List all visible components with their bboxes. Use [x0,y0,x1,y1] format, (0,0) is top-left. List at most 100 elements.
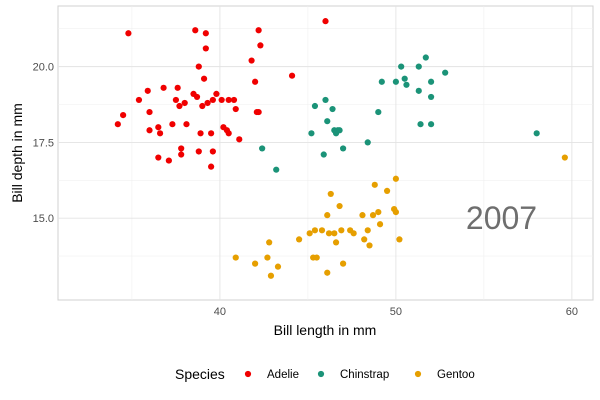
data-point-chinstrap [401,75,408,82]
data-point-adelie [195,148,202,155]
data-point-adelie [197,130,204,137]
data-point-chinstrap [415,87,422,94]
data-point-adelie [144,87,151,94]
data-point-gentoo [327,190,334,198]
legend-swatch-gentoo [414,370,422,378]
data-point-adelie [257,42,264,49]
data-point-adelie [146,127,153,134]
data-point-adelie [195,63,202,70]
legend: Species Adelie Chinstrap Gentoo [175,366,475,382]
legend-label-adelie: Adelie [267,369,299,381]
data-point-chinstrap [392,78,399,85]
data-point-adelie [202,45,209,52]
data-point-chinstrap [422,54,429,61]
data-point-chinstrap [442,69,449,76]
data-point-gentoo [375,209,382,216]
data-point-adelie [160,84,167,91]
legend-label-gentoo: Gentoo [437,369,475,381]
data-point-gentoo [336,202,343,210]
data-point-adelie [230,96,238,104]
x-tick-label: 50 [390,306,402,318]
data-point-gentoo [339,260,347,267]
data-point-chinstrap [308,130,315,137]
data-point-gentoo [396,236,403,243]
data-point-adelie [200,75,208,82]
data-point-adelie [232,105,239,113]
data-point-adelie [178,151,185,158]
data-point-chinstrap [378,78,385,85]
data-point-adelie [193,93,201,101]
data-point-chinstrap [329,105,336,113]
data-point-gentoo [369,212,377,219]
data-point-gentoo [366,242,373,249]
data-point-gentoo [318,227,326,234]
data-point-chinstrap [427,93,435,101]
data-point-adelie [120,112,127,119]
data-point-gentoo [331,230,338,237]
data-point-chinstrap [324,118,331,125]
data-point-gentoo [338,227,345,234]
data-points [114,18,568,279]
data-point-chinstrap [403,81,410,88]
data-point-adelie [135,96,143,104]
data-point-adelie [252,78,259,85]
data-point-gentoo [252,260,259,267]
data-point-gentoo [383,187,391,194]
data-point-chinstrap [364,139,371,146]
data-point-gentoo [361,236,368,243]
data-point-gentoo [561,154,568,161]
data-point-gentoo [266,239,273,246]
data-point-chinstrap [273,166,280,173]
data-point-gentoo [332,239,340,246]
data-point-adelie [248,57,255,64]
y-tick-label: 20.0 [33,62,54,74]
data-point-gentoo [371,181,378,188]
major-gridlines [58,6,593,300]
data-point-adelie [183,121,190,128]
data-point-adelie [199,102,206,110]
legend-label-chinstrap: Chinstrap [340,369,389,381]
data-point-gentoo [392,209,399,216]
data-point-gentoo [306,230,313,237]
data-point-chinstrap [417,121,424,128]
legend-swatch-adelie [244,370,252,378]
data-point-chinstrap [259,145,266,152]
data-point-gentoo [313,254,320,261]
data-point-gentoo [324,212,331,219]
data-point-gentoo [392,175,399,182]
y-tick-label: 15.0 [33,213,54,225]
data-point-adelie [204,99,211,107]
x-tick-label: 60 [566,306,578,318]
data-point-adelie [288,72,296,79]
data-point-gentoo [376,221,384,228]
data-point-adelie [181,99,188,107]
data-point-adelie [202,30,209,37]
data-point-chinstrap [322,96,329,104]
minor-gridlines [58,6,593,300]
y-axis-title: Bill depth in mm [9,103,25,203]
data-point-adelie [155,154,162,161]
data-point-chinstrap [311,102,319,110]
legend-swatch-chinstrap [317,370,325,378]
data-point-gentoo [350,230,357,237]
data-point-adelie [208,130,215,137]
data-point-adelie [156,130,164,137]
data-point-adelie [114,121,121,128]
data-point-gentoo [311,227,319,234]
data-point-adelie [176,102,183,110]
data-point-adelie [172,96,180,104]
data-point-adelie [208,163,215,170]
x-axis-ticks: 40 50 60 [214,306,578,318]
data-point-chinstrap [533,130,540,137]
data-point-adelie [146,108,153,116]
y-axis-ticks: 15.0 17.5 20.0 [33,62,54,226]
data-point-adelie [225,130,232,137]
data-point-chinstrap [339,145,347,152]
data-point-gentoo [264,254,271,261]
data-point-chinstrap [375,108,382,116]
data-point-gentoo [364,227,371,234]
data-point-adelie [255,27,262,34]
data-point-adelie [255,108,262,116]
x-tick-label: 40 [214,306,226,318]
data-point-chinstrap [427,78,435,85]
